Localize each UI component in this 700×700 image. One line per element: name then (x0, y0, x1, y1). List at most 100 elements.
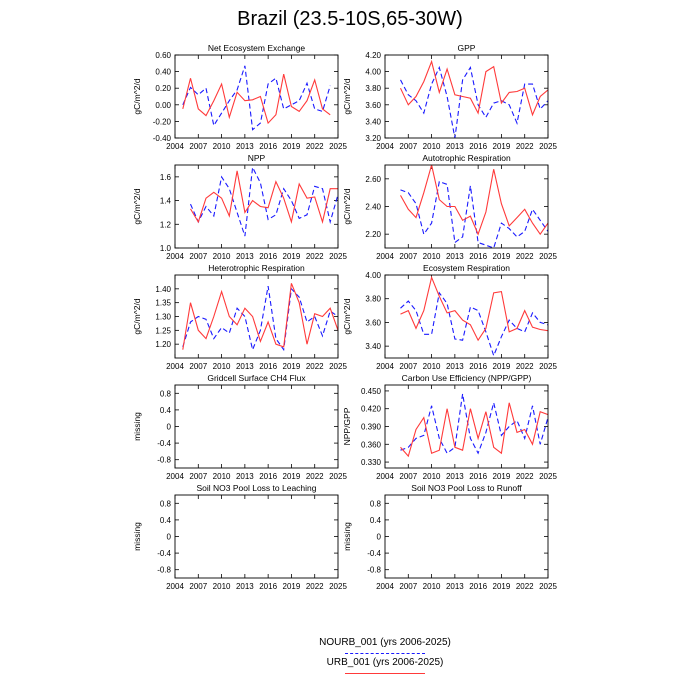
y-tick-label: -0.8 (367, 566, 381, 575)
x-tick-label: 2007 (399, 582, 417, 591)
panel-1: GPP gC/m^2/d 3.20 3.40 3.60 3.80 4.00 4.20 2004 2… (342, 43, 557, 151)
x-tick-label: 2010 (423, 252, 441, 261)
plot-frame (174, 164, 339, 249)
plot-frame (384, 494, 549, 579)
y-tick-label: 0.4 (370, 516, 382, 525)
x-tick-label: 2019 (283, 142, 301, 151)
x-tick-label: 2022 (516, 472, 534, 481)
panel-5: Ecosystem Respiration gC/m^2/d 3.40 3.60 3.8… (342, 263, 557, 371)
x-tick-label: 2019 (493, 142, 511, 151)
x-tick-label: 2022 (516, 142, 534, 151)
x-tick-label: 2004 (376, 252, 394, 261)
x-tick-label: 2004 (376, 472, 394, 481)
panel-title: NPP (248, 153, 266, 163)
x-tick-label: 2013 (446, 252, 464, 261)
y-tick-label: 4.00 (365, 271, 381, 280)
x-tick-label: 2004 (376, 582, 394, 591)
panel-title: Autotrophic Respiration (422, 153, 511, 163)
x-tick-label: 2004 (166, 142, 184, 151)
x-tick-label: 2007 (399, 252, 417, 261)
y-tick-label: 1.30 (155, 313, 171, 322)
x-tick-label: 2025 (329, 252, 347, 261)
x-tick-label: 2010 (423, 142, 441, 151)
y-tick-label: -0.4 (367, 549, 381, 558)
x-tick-label: 2010 (423, 362, 441, 371)
plot-frame (384, 274, 549, 359)
y-axis-label: gC/m^2/d (132, 298, 142, 334)
x-tick-label: 2022 (306, 252, 324, 261)
y-tick-label: 1.35 (155, 299, 171, 308)
y-tick-label: -0.8 (157, 456, 171, 465)
x-tick-label: 2004 (166, 472, 184, 481)
x-tick-label: 2022 (306, 362, 324, 371)
y-tick-label: 1.20 (155, 340, 171, 349)
y-tick-label: 0.4 (160, 406, 172, 415)
y-tick-label: 3.80 (365, 295, 381, 304)
series-line-urb-001 (400, 165, 548, 236)
x-tick-label: 2004 (376, 362, 394, 371)
panel-title: Heterotrophic Respiration (208, 263, 305, 273)
y-tick-label: -0.40 (153, 134, 172, 143)
series-line-urb-001 (182, 73, 331, 125)
x-tick-label: 2025 (329, 582, 347, 591)
y-tick-label: 2.40 (365, 203, 381, 212)
x-tick-label: 2013 (236, 362, 254, 371)
y-tick-label: 0.40 (155, 68, 171, 77)
x-tick-label: 2022 (516, 252, 534, 261)
x-tick-label: 2016 (259, 362, 277, 371)
x-tick-label: 2025 (539, 472, 557, 481)
y-tick-label: 1.0 (160, 244, 172, 253)
x-tick-label: 2007 (399, 472, 417, 481)
y-axis-label: gC/m^2/d (132, 78, 142, 114)
x-tick-label: 2016 (259, 472, 277, 481)
x-tick-label: 2016 (259, 142, 277, 151)
series-line-urb-001 (190, 170, 338, 225)
series-line-nourb-001 (400, 180, 548, 248)
x-tick-label: 2010 (213, 582, 231, 591)
series-line-nourb-001 (400, 291, 548, 358)
plot-frame (384, 54, 549, 139)
y-tick-label: -0.8 (157, 566, 171, 575)
y-tick-label: 1.2 (160, 220, 172, 229)
y-axis-label: gC/m^2/d (342, 298, 352, 334)
series-line-nourb-001 (400, 65, 548, 138)
x-tick-label: 2022 (306, 582, 324, 591)
panel-6: Gridcell Surface CH4 Flux missing -0.8 -0.4… (132, 373, 347, 481)
panel-title: Gridcell Surface CH4 Flux (207, 373, 306, 383)
x-tick-label: 2007 (189, 582, 207, 591)
x-tick-label: 2025 (539, 252, 557, 261)
panel-9: Soil NO3 Pool Loss to Runoff missing -0.8 -… (342, 483, 557, 591)
x-tick-label: 2022 (516, 362, 534, 371)
x-tick-label: 2013 (446, 142, 464, 151)
x-tick-label: 2010 (213, 472, 231, 481)
legend-line-urb (345, 673, 425, 674)
plot-frame (384, 164, 549, 249)
y-tick-label: 0.420 (361, 405, 382, 414)
y-tick-label: 4.20 (365, 51, 381, 60)
panel-3: Autotrophic Respiration gC/m^2/d 2.20 2.40 2… (342, 153, 557, 261)
y-tick-label: 1.25 (155, 326, 171, 335)
x-tick-label: 2007 (189, 252, 207, 261)
legend-line-nourb (345, 653, 425, 654)
x-tick-label: 2013 (236, 142, 254, 151)
x-tick-label: 2004 (376, 142, 394, 151)
x-tick-label: 2010 (423, 472, 441, 481)
x-tick-label: 2019 (283, 362, 301, 371)
y-axis-label: gC/m^2/d (132, 188, 142, 224)
panel-title: Net Ecosystem Exchange (208, 43, 306, 53)
x-tick-label: 2007 (189, 362, 207, 371)
y-tick-label: 2.60 (365, 175, 381, 184)
y-tick-label: 0 (167, 533, 172, 542)
plot-frame (174, 54, 339, 139)
y-tick-label: 3.40 (365, 342, 381, 351)
panel-2: NPP gC/m^2/d 1.0 1.2 1.4 1.6 2004 2007 2010 2013 2… (132, 153, 347, 261)
x-tick-label: 2016 (469, 252, 487, 261)
x-tick-label: 2025 (329, 472, 347, 481)
x-tick-label: 2016 (259, 252, 277, 261)
y-tick-label: 2.20 (365, 230, 381, 239)
y-tick-label: 0.8 (160, 499, 172, 508)
y-tick-label: 0.390 (361, 423, 382, 432)
x-tick-label: 2025 (539, 142, 557, 151)
panel-4: Heterotrophic Respiration gC/m^2/d 1.20 1.2… (132, 263, 347, 371)
